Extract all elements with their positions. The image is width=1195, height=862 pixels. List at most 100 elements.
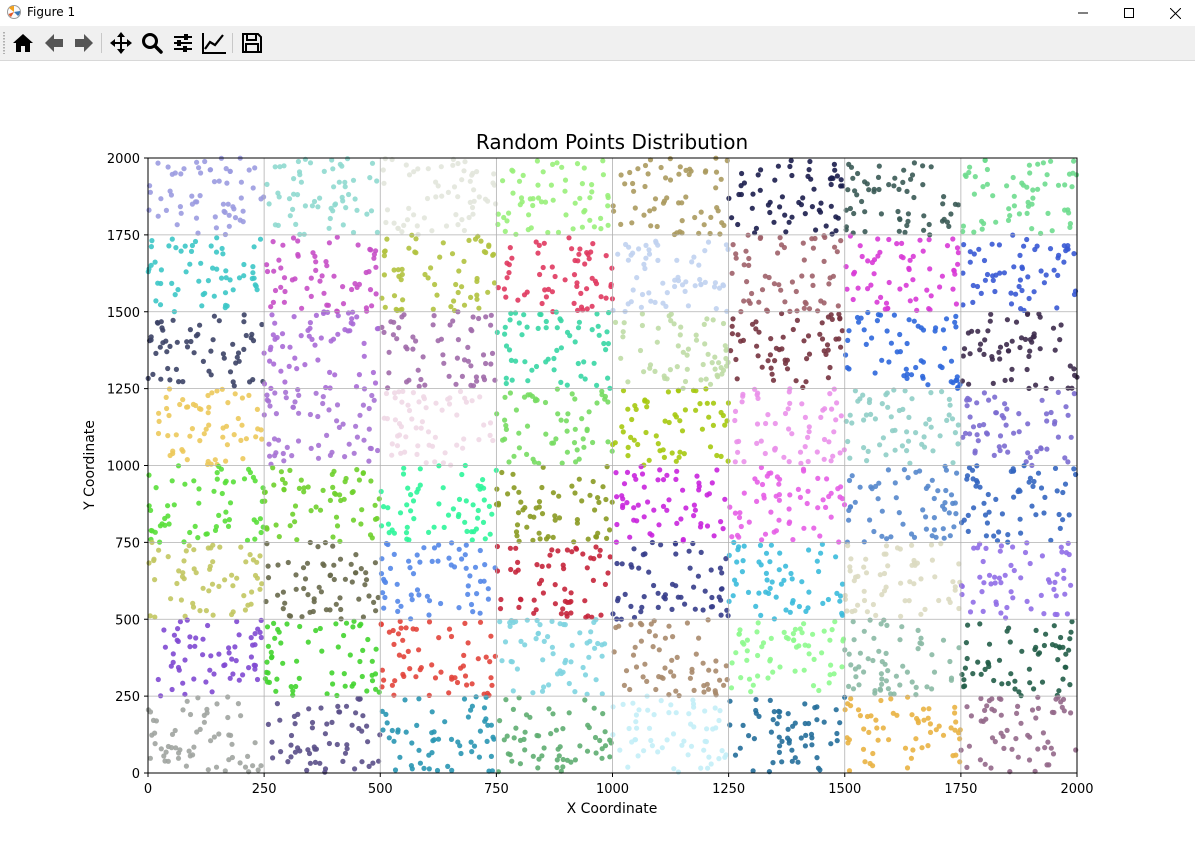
data-point [602, 396, 608, 402]
data-point [335, 331, 341, 337]
data-point [929, 686, 935, 692]
data-point [446, 626, 453, 632]
close-button[interactable] [1152, 0, 1195, 26]
data-point [355, 242, 361, 248]
data-point [464, 528, 470, 534]
data-point [883, 650, 889, 657]
data-point [189, 193, 195, 199]
data-point [309, 336, 315, 342]
back-button[interactable] [40, 29, 68, 57]
data-point [440, 240, 446, 246]
data-point [1011, 494, 1017, 500]
data-point [349, 579, 355, 585]
data-point [235, 350, 242, 356]
home-button[interactable] [9, 29, 37, 57]
data-point [391, 738, 397, 744]
figure-canvas[interactable]: Random Points Distribution 0 250 500 750 100… [0, 61, 1195, 858]
data-point [195, 535, 201, 541]
data-point [891, 691, 897, 697]
y-tick-label: 1000 [107, 460, 140, 475]
toolbar-separator [232, 33, 233, 53]
data-point [591, 705, 597, 711]
data-point [753, 603, 759, 610]
data-point [589, 327, 595, 333]
data-point [467, 573, 473, 579]
data-point [340, 421, 346, 427]
minimize-button[interactable] [1060, 0, 1106, 26]
zoom-button[interactable] [138, 29, 166, 57]
data-point [220, 351, 226, 357]
data-point [952, 587, 958, 593]
data-point [647, 531, 653, 537]
data-point [1069, 184, 1075, 190]
data-point [904, 340, 910, 347]
data-point [373, 608, 379, 614]
data-point [767, 352, 774, 358]
pan-button[interactable] [107, 29, 135, 57]
data-point [706, 414, 712, 420]
data-point [1027, 454, 1033, 460]
data-point [902, 388, 908, 394]
data-point [905, 694, 911, 700]
data-point [707, 230, 713, 237]
data-point [971, 545, 977, 551]
data-point [468, 363, 474, 369]
data-point [998, 730, 1004, 736]
data-point [627, 169, 633, 176]
data-point [959, 591, 965, 598]
data-point [284, 444, 290, 450]
data-point [302, 576, 309, 582]
data-point [323, 384, 329, 391]
data-point [380, 590, 386, 596]
data-point [317, 195, 323, 201]
data-point [614, 560, 620, 567]
data-point [1008, 301, 1015, 307]
data-point [404, 502, 410, 508]
data-point [999, 681, 1005, 687]
data-point [792, 668, 798, 674]
data-point [582, 598, 588, 604]
data-point [980, 558, 986, 565]
data-point [243, 559, 249, 565]
data-point [673, 688, 679, 694]
data-point [686, 548, 692, 554]
save-button[interactable] [238, 29, 266, 57]
data-point [263, 598, 269, 605]
data-point [878, 621, 884, 627]
data-point [232, 215, 239, 221]
forward-button[interactable] [70, 29, 98, 57]
edit-axis-button[interactable] [200, 29, 228, 57]
data-point [459, 177, 465, 183]
configure-subplots-button[interactable] [169, 29, 197, 57]
data-point [943, 316, 950, 322]
data-point [211, 734, 217, 740]
data-point [453, 281, 459, 288]
data-point [416, 592, 422, 598]
data-point [598, 612, 604, 618]
data-point [711, 533, 717, 539]
data-point [947, 402, 953, 408]
maximize-button[interactable] [1106, 0, 1152, 26]
data-point [668, 702, 674, 708]
data-point [610, 307, 616, 313]
data-point [846, 328, 852, 334]
data-point [878, 294, 884, 300]
data-point [896, 186, 902, 192]
data-point [1058, 322, 1064, 328]
data-point [738, 675, 744, 681]
data-point [873, 483, 879, 489]
data-point [941, 194, 947, 200]
data-point [961, 517, 967, 523]
data-point [207, 563, 213, 569]
data-point [1024, 366, 1030, 373]
data-point [219, 490, 225, 497]
data-point [749, 205, 755, 211]
data-point [966, 381, 972, 387]
data-point [313, 627, 319, 634]
data-point [992, 288, 998, 295]
data-point [342, 576, 348, 582]
data-point [695, 573, 702, 579]
data-point [163, 207, 169, 213]
data-point [309, 719, 316, 726]
data-point [391, 551, 397, 557]
